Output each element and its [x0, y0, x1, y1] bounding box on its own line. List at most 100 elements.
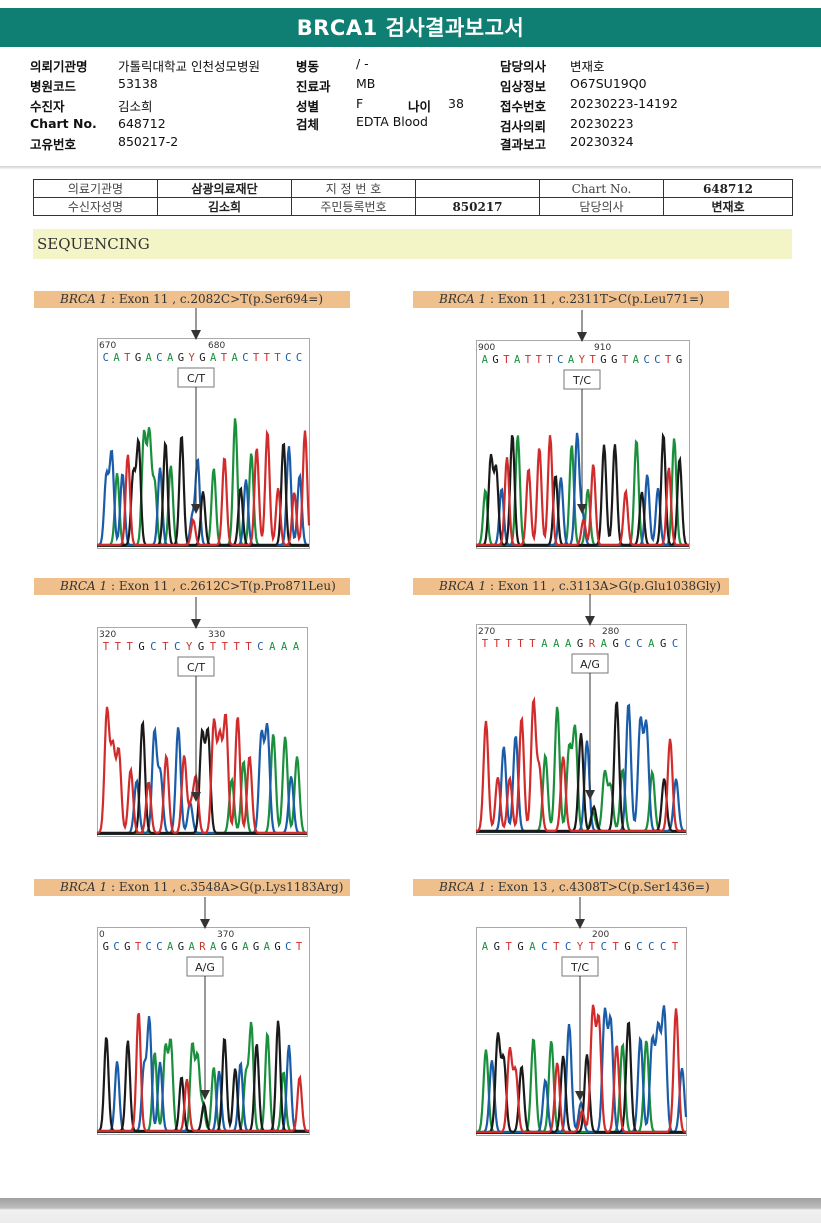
gene-name: BRCA 1 — [439, 579, 487, 593]
base-letter: T — [210, 641, 217, 653]
base-letter: T — [162, 641, 169, 653]
report-title: BRCA1 검사결과보고서 — [0, 8, 821, 47]
base-letter: C — [150, 641, 156, 653]
info-label: 검체 — [296, 117, 320, 132]
position-label: 680 — [208, 341, 225, 351]
base-letter: C — [541, 941, 547, 953]
chromatogram-frame — [476, 927, 687, 1136]
variant-arrow-icon — [200, 1090, 210, 1100]
trace-C — [476, 703, 686, 833]
info-value: 648712 — [118, 116, 166, 131]
base-letter: G — [199, 352, 205, 364]
info-label: 검사의뢰 — [500, 119, 547, 134]
base-letter: T — [253, 352, 260, 364]
base-letter: G — [138, 641, 144, 653]
marker-arrow-icon — [575, 919, 585, 929]
genotype-call: A/G — [580, 658, 600, 671]
base-letter: G — [624, 941, 630, 953]
variant-title: BRCA 1 : Exon 11 , c.2082C>T(p.Ser694=) — [34, 291, 350, 308]
base-letter: C — [103, 352, 109, 364]
info-label: 의뢰기관명 — [30, 59, 88, 74]
base-letter: T — [506, 638, 513, 650]
base-letter: T — [672, 941, 679, 953]
position-label: 910 — [594, 343, 611, 353]
marker-arrow-icon — [577, 332, 587, 342]
base-letter: C — [557, 354, 563, 366]
meta-label: 수신자성명 — [33, 197, 158, 216]
base-letter: C — [648, 941, 654, 953]
base-letter: G — [135, 352, 141, 364]
meta-label: 주민등록번호 — [291, 197, 416, 216]
base-letter: G — [494, 941, 500, 953]
base-letter: G — [231, 941, 237, 953]
base-letter: R — [199, 941, 206, 953]
variant-description: : Exon 11 , c.3113A>G(p.Glu1038Gly) — [486, 579, 721, 593]
marker-arrow-icon — [191, 330, 201, 340]
section-title: SEQUENCING — [33, 229, 792, 259]
info-value: F — [356, 96, 364, 111]
genotype-call: T/C — [572, 374, 591, 387]
variant-description: : Exon 11 , c.2612C>T(p.Pro871Leu) — [107, 579, 336, 593]
trace-T — [476, 1004, 687, 1134]
genotype-call: T/C — [570, 961, 589, 974]
base-letter: Y — [579, 354, 586, 366]
variant-title: BRCA 1 : Exon 11 , c.3113A>G(p.Glu1038Gl… — [413, 578, 729, 595]
base-letter: A — [565, 638, 572, 650]
gene-name: BRCA 1 — [60, 579, 108, 593]
info-label: 임상정보 — [500, 79, 547, 94]
info-value: / - — [356, 56, 369, 71]
base-letter: G — [124, 941, 130, 953]
info-value: 가톨릭대학교 인천성모병원 — [118, 59, 260, 74]
base-letter: A — [264, 941, 271, 953]
position-label: 330 — [208, 630, 225, 640]
base-letter: G — [178, 352, 184, 364]
base-letter: C — [643, 354, 649, 366]
gene-name: BRCA 1 — [60, 292, 108, 306]
base-letter: C — [296, 352, 302, 364]
base-letter: C — [624, 638, 630, 650]
base-letter: T — [546, 354, 553, 366]
base-letter: Y — [189, 352, 196, 364]
base-letter: T — [506, 941, 513, 953]
position-label: 0 — [99, 930, 105, 940]
base-letter: G — [517, 941, 523, 953]
base-letter: C — [636, 941, 642, 953]
trace-C — [97, 723, 307, 835]
base-letter: A — [648, 638, 655, 650]
base-letter: A — [633, 354, 640, 366]
base-letter: A — [541, 638, 548, 650]
chromatogram-frame — [97, 338, 310, 549]
base-letter: A — [269, 641, 276, 653]
base-letter: C — [565, 941, 571, 953]
gene-name: BRCA 1 — [439, 292, 487, 306]
gene-name: BRCA 1 — [439, 880, 487, 894]
chromatogram-frame — [97, 927, 310, 1135]
trace-T — [97, 1012, 309, 1133]
variant-description: : Exon 11 , c.3548A>G(p.Lys1183Arg) — [107, 880, 344, 894]
chromatogram-frame — [476, 624, 687, 835]
genotype-call: C/T — [187, 661, 205, 674]
variant-arrow-icon — [191, 792, 201, 802]
base-letter: G — [198, 641, 204, 653]
trace-G — [97, 1020, 309, 1133]
base-letter: T — [494, 638, 501, 650]
info-value: 53138 — [118, 76, 158, 91]
base-letter: C — [285, 941, 291, 953]
position-label: 280 — [602, 627, 619, 637]
base-letter: A — [514, 354, 521, 366]
info-value: MB — [356, 76, 376, 91]
base-letter: G — [492, 354, 498, 366]
base-letter: C — [156, 352, 162, 364]
base-letter: T — [529, 638, 536, 650]
base-letter: C — [654, 354, 660, 366]
trace-T — [475, 696, 686, 833]
base-letter: A — [242, 941, 249, 953]
trace-T — [476, 435, 689, 547]
base-letter: T — [264, 352, 271, 364]
marker-arrow-icon — [200, 919, 210, 929]
base-letter: T — [622, 354, 629, 366]
meta-label: 지 정 번 호 — [291, 179, 416, 198]
